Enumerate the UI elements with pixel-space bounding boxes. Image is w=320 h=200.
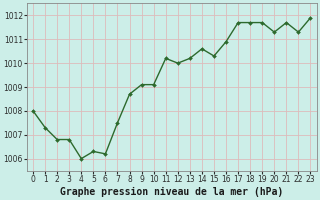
X-axis label: Graphe pression niveau de la mer (hPa): Graphe pression niveau de la mer (hPa) [60, 186, 284, 197]
